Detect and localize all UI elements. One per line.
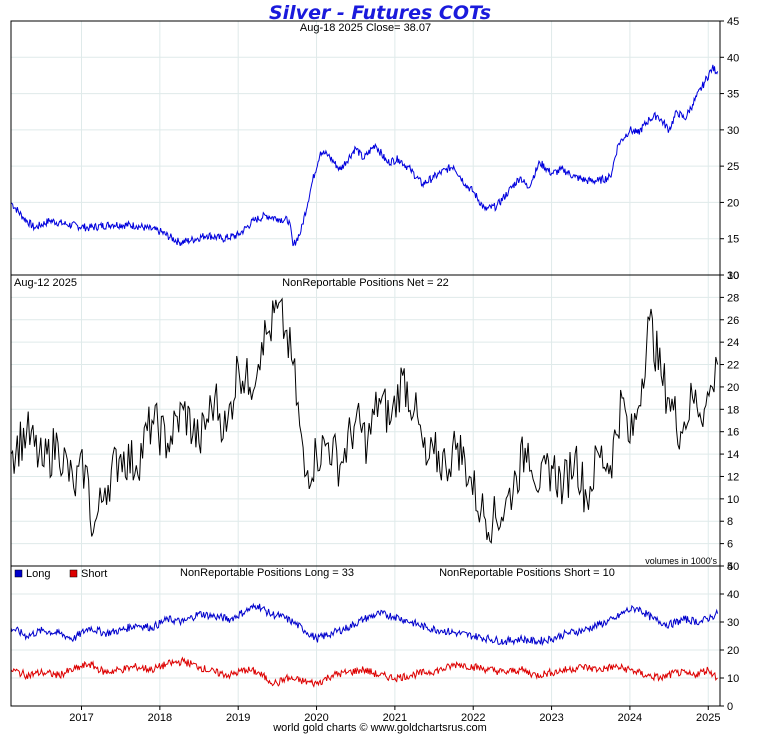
- legend-swatch-long: [14, 569, 23, 578]
- net-header: NonReportable Positions Net = 22: [282, 277, 449, 289]
- long-header: NonReportable Positions Long = 33: [180, 567, 354, 579]
- legend-swatch-short: [69, 569, 78, 578]
- net-date-label: Aug-12 2025: [14, 277, 77, 289]
- legend-label-long: Long: [26, 568, 50, 580]
- series-line-long: [10, 602, 719, 647]
- y-tick-label: 35: [727, 89, 739, 101]
- panel-frame: [10, 565, 721, 707]
- y-tick-label: 24: [727, 337, 739, 349]
- price-header: Aug-18 2025 Close= 38.07: [300, 22, 431, 34]
- y-tick-label: 6: [727, 539, 733, 551]
- panel-frame: [10, 20, 721, 276]
- y-tick-label: 20: [727, 382, 739, 394]
- chart-title: Silver - Futures COTs: [268, 2, 492, 24]
- y-tick-label: 16: [727, 427, 739, 439]
- y-tick-label: 22: [727, 360, 739, 372]
- x-tick-label: 2020: [304, 712, 328, 724]
- y-tick-label: 50: [727, 561, 739, 573]
- series-line-short: [10, 656, 718, 688]
- y-tick-label: 4: [727, 561, 733, 573]
- x-tick-label: 2022: [461, 712, 485, 724]
- volume-note: volumes in 1000's: [645, 556, 717, 566]
- y-tick-label: 45: [727, 16, 739, 28]
- x-tick-label: 2017: [69, 712, 93, 724]
- series-line-nonreportable-net: [10, 297, 719, 544]
- y-tick-label: 25: [727, 161, 739, 173]
- y-tick-label: 20: [727, 645, 739, 657]
- y-tick-label: 30: [727, 617, 739, 629]
- x-tick-label: 2019: [226, 712, 250, 724]
- y-tick-label: 8: [727, 516, 733, 528]
- y-tick-label: 10: [727, 270, 739, 282]
- x-tick-label: 2018: [148, 712, 172, 724]
- x-tick-label: 2021: [383, 712, 407, 724]
- y-tick-label: 14: [727, 449, 739, 461]
- legend-label-short: Short: [81, 568, 107, 580]
- footer-credit: world gold charts © www.goldchartsrus.co…: [273, 722, 487, 734]
- y-tick-label: 30: [727, 125, 739, 137]
- y-tick-label: 15: [727, 234, 739, 246]
- y-tick-label: 0: [727, 701, 733, 713]
- panel-frame: [10, 274, 721, 567]
- y-tick-label: 40: [727, 52, 739, 64]
- y-tick-label: 10: [727, 673, 739, 685]
- x-tick-label: 2023: [539, 712, 563, 724]
- y-tick-label: 18: [727, 404, 739, 416]
- y-tick-label: 12: [727, 471, 739, 483]
- series-line-price: [10, 64, 719, 247]
- y-tick-label: 26: [727, 315, 739, 327]
- y-tick-label: 20: [727, 197, 739, 209]
- y-tick-label: 28: [727, 292, 739, 304]
- x-tick-label: 2024: [618, 712, 642, 724]
- x-tick-label: 2025: [696, 712, 720, 724]
- y-tick-label: 40: [727, 589, 739, 601]
- y-tick-label: 10: [727, 494, 739, 506]
- short-header: NonReportable Positions Short = 10: [439, 567, 615, 579]
- y-tick-label: 30: [727, 270, 739, 282]
